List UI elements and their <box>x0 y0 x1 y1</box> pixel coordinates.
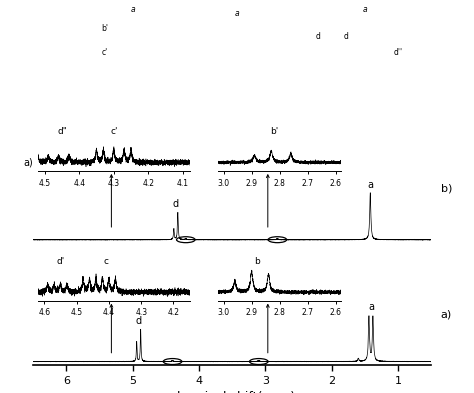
Text: c': c' <box>110 127 118 136</box>
Text: a: a <box>235 9 239 18</box>
Text: d": d" <box>57 127 67 136</box>
Text: c': c' <box>101 48 108 57</box>
Text: d: d <box>344 32 348 41</box>
Text: a): a) <box>441 309 452 320</box>
Text: b': b' <box>101 24 108 33</box>
Text: a): a) <box>24 157 34 167</box>
Text: c: c <box>103 257 108 266</box>
Text: a: a <box>363 5 367 14</box>
Text: b): b) <box>441 184 452 194</box>
Text: d: d <box>136 316 142 326</box>
X-axis label: chemical shift(ppm): chemical shift(ppm) <box>170 391 295 393</box>
Text: d': d' <box>56 257 64 266</box>
Text: d: d <box>173 199 179 209</box>
Text: b: b <box>255 257 260 266</box>
Text: d'': d'' <box>393 48 403 57</box>
Text: b': b' <box>270 127 278 136</box>
Text: a: a <box>130 5 135 14</box>
Text: d: d <box>315 32 320 41</box>
Text: a: a <box>367 180 374 190</box>
Text: a: a <box>368 302 374 312</box>
